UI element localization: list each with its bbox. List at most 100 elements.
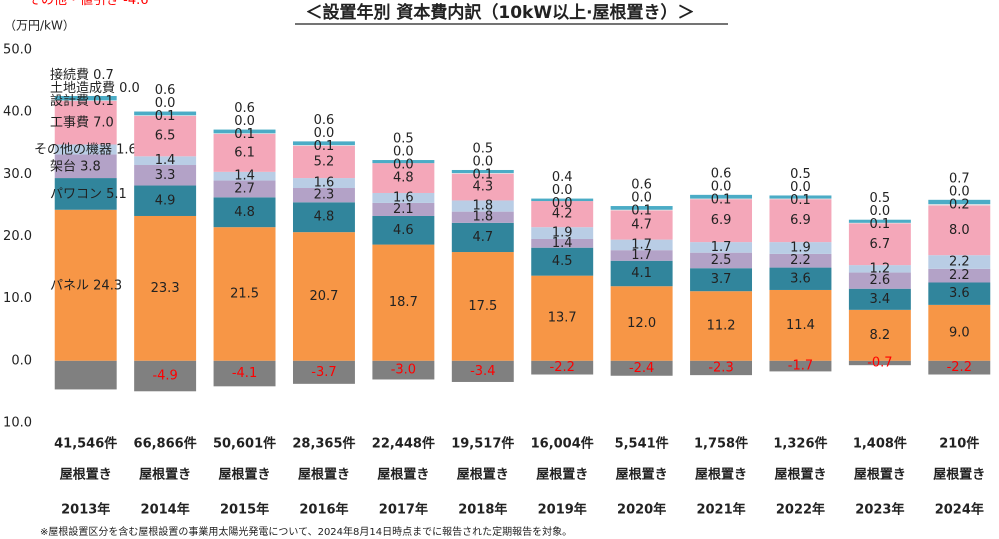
- x-tick-label: 2018年: [458, 502, 507, 518]
- bar-segment: [372, 160, 435, 164]
- bar-segment: [213, 360, 276, 387]
- y-tick-label: 50.0: [3, 43, 32, 58]
- bar-segment: [769, 253, 832, 268]
- value-label: 1.7: [631, 248, 652, 263]
- installation-label: 屋根置き: [298, 467, 350, 483]
- value-label: -3.7: [311, 365, 336, 380]
- value-label: 0.0: [119, 81, 140, 96]
- value-label: 0.0: [870, 204, 891, 219]
- bar-segment: [928, 360, 991, 375]
- bar-segment: [928, 205, 991, 256]
- value-label: 4.9: [155, 193, 176, 208]
- bar-segment: [134, 360, 197, 392]
- bar-segment: [213, 129, 276, 134]
- bar-segment: [769, 198, 832, 200]
- bar-segment: [690, 252, 753, 269]
- x-tick-label: 2024年: [935, 502, 984, 518]
- bar-segment: [213, 133, 276, 134]
- count-label: 50,601件: [213, 436, 276, 452]
- series-name: その他の機器: [34, 142, 112, 157]
- value-label: 13.7: [548, 311, 577, 326]
- value-label: 0.0: [631, 191, 652, 206]
- value-label: 7.0: [93, 115, 114, 130]
- value-label: -2.2: [550, 360, 575, 375]
- bar-segment: [848, 288, 911, 310]
- value-label: -2.4: [629, 361, 654, 376]
- value-label: 3.6: [949, 286, 970, 301]
- value-label: 0.1: [234, 127, 255, 142]
- value-label: 0.5: [472, 141, 493, 156]
- series-name: 工事費: [50, 115, 89, 130]
- bar-segment: [769, 199, 832, 243]
- x-tick-label: 2021年: [696, 502, 745, 518]
- segment-label: その他の機器 1.6: [34, 142, 137, 157]
- value-label: 0.2: [949, 197, 970, 212]
- value-label: 4.6: [393, 223, 414, 238]
- count-label: 19,517件: [451, 436, 514, 452]
- segment-label: 設計費 0.1: [50, 93, 114, 109]
- bar-segment: [54, 360, 117, 390]
- x-tick-label: 2020年: [617, 502, 666, 518]
- bar-segment: [928, 255, 991, 269]
- value-label: 0.1: [870, 217, 891, 232]
- value-label: 12.0: [627, 316, 656, 331]
- x-tick-label: 2019年: [538, 502, 587, 518]
- value-label: 0.6: [631, 178, 652, 193]
- value-label: 0.7: [949, 171, 970, 186]
- value-label: 23.3: [151, 281, 180, 296]
- value-label: 0.5: [790, 167, 811, 182]
- value-label: 9.0: [949, 325, 970, 340]
- bar-segment: [213, 197, 276, 228]
- value-label: 1.9: [790, 241, 811, 256]
- bar-segment: [292, 188, 355, 203]
- bar-segment: [372, 244, 435, 361]
- bar-segment: [928, 304, 991, 361]
- value-label: 2.1: [393, 202, 414, 217]
- bar-segment: [372, 192, 435, 203]
- bar-segment: [372, 163, 435, 193]
- value-label: -1.7: [788, 359, 813, 374]
- bar-segment: [531, 275, 594, 361]
- bar-segment: [54, 100, 117, 101]
- bar-segment: [451, 222, 514, 253]
- segment-label: 架台 3.8: [50, 159, 101, 174]
- value-label: 5.1: [106, 186, 127, 201]
- installation-label: 屋根置き: [219, 467, 271, 483]
- value-label: 1.9: [552, 226, 573, 241]
- value-label: -2.3: [708, 360, 733, 375]
- count-label: 5,541件: [615, 436, 669, 452]
- value-label: 8.0: [949, 223, 970, 238]
- value-label: 1.8: [472, 199, 493, 214]
- value-label: 1.7: [711, 240, 732, 255]
- bar-segment: [769, 242, 832, 254]
- value-label: 0.0: [790, 180, 811, 195]
- bar-segment: [610, 206, 673, 210]
- value-label: 4.8: [393, 171, 414, 186]
- value-label: 1.6: [393, 190, 414, 205]
- x-tick-label: 2023年: [855, 502, 904, 518]
- value-label: 1.4: [234, 169, 255, 184]
- bar-segment: [690, 360, 753, 376]
- bar-segment: [292, 232, 355, 361]
- bar-segment: [213, 171, 276, 181]
- bar-segment: [451, 360, 514, 382]
- value-label: -3.0: [391, 363, 416, 378]
- bar-segment: [690, 242, 753, 253]
- bar-segment: [848, 223, 911, 266]
- bar-segment: [451, 169, 514, 174]
- bar-segment: [769, 267, 832, 290]
- value-label: 11.4: [786, 318, 815, 333]
- value-label: 0.4: [552, 170, 573, 185]
- value-label: 0.1: [631, 204, 652, 219]
- count-label: 210件: [939, 436, 979, 452]
- y-tick-label: 30.0: [3, 167, 32, 182]
- value-label: 3.8: [80, 159, 101, 174]
- value-label: -0.7: [867, 356, 892, 371]
- series-name: パネル: [50, 278, 89, 293]
- bar-segment: [134, 156, 197, 166]
- value-label: 0.1: [790, 193, 811, 208]
- value-label: 2.2: [949, 254, 970, 269]
- value-label: 0.1: [711, 192, 732, 207]
- value-label: 2.5: [711, 253, 732, 268]
